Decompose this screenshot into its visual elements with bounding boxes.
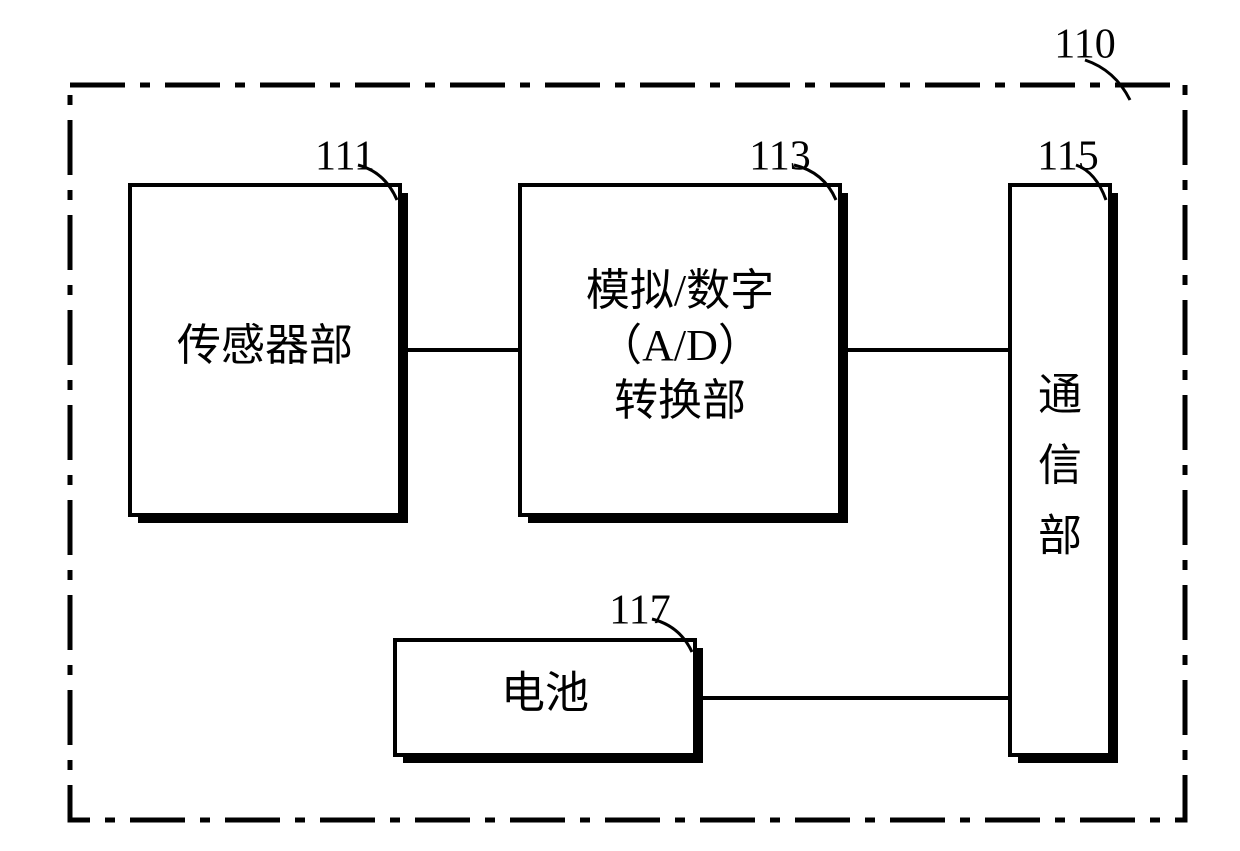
sensor-label-0: 传感器部 bbox=[177, 321, 353, 370]
battery-ref: 117 bbox=[609, 588, 670, 634]
adc-label-0: 模拟/数字 bbox=[586, 266, 774, 315]
adc-label-2: 转换部 bbox=[614, 376, 746, 425]
container-ref: 110 bbox=[1054, 22, 1115, 68]
block-diagram: 110 传感器部 111 模拟/数字 （A/D） 转换部 113 通信部 115 电池 117 bbox=[0, 0, 1240, 851]
comm-ref: 115 bbox=[1037, 134, 1098, 180]
comm-label-1: 信 bbox=[1038, 441, 1082, 490]
adc-label-1: （A/D） bbox=[598, 321, 762, 370]
sensor-ref: 111 bbox=[315, 134, 375, 180]
comm-label-2: 部 bbox=[1038, 511, 1082, 560]
comm-label-0: 通 bbox=[1038, 371, 1082, 420]
adc-ref: 113 bbox=[749, 134, 810, 180]
battery-label-0: 电池 bbox=[501, 669, 589, 718]
